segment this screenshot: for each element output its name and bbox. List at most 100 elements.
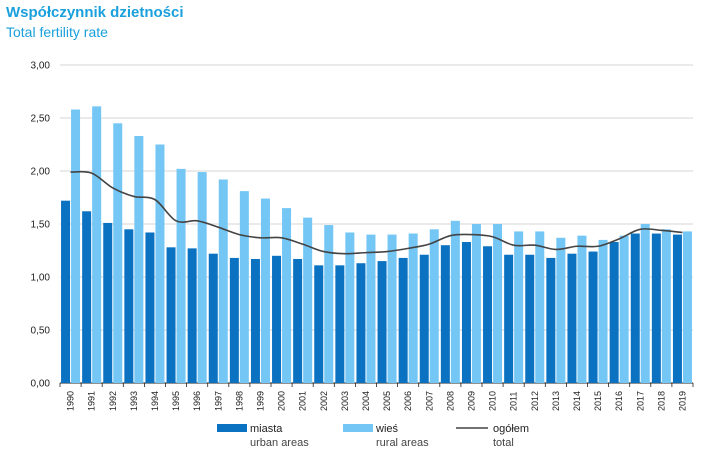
- x-tick-label: 2004: [361, 391, 371, 411]
- bar-urban: [483, 246, 493, 383]
- bar-rural: [682, 231, 692, 383]
- gridlines: [60, 64, 693, 384]
- bar-urban: [82, 211, 92, 383]
- bar-rural: [134, 136, 144, 383]
- x-tick-label: 1996: [192, 391, 202, 411]
- bar-rural: [429, 229, 439, 383]
- x-tick-label: 2003: [340, 391, 350, 411]
- y-tick-label: 1,00: [31, 273, 51, 284]
- legend: miasta urban areas wieś rural areas ogółem to…: [217, 423, 529, 449]
- bar-rural: [577, 235, 587, 383]
- x-tick-label: 1992: [108, 391, 118, 411]
- x-tick-label: 2012: [530, 391, 540, 411]
- bar-urban: [272, 255, 282, 383]
- y-tick-label: 1,50: [31, 220, 51, 231]
- x-tick-label: 2009: [466, 391, 476, 411]
- x-tick-label: 2019: [677, 391, 687, 411]
- bar-rural: [387, 234, 397, 383]
- bar-urban: [61, 200, 71, 383]
- bars: [61, 106, 692, 384]
- bar-urban: [335, 265, 345, 383]
- legend-sublabel: total: [493, 437, 514, 449]
- bar-rural: [471, 224, 481, 383]
- x-tick-label: 1990: [66, 391, 76, 411]
- chart-title: Współczynnik dzietności: [6, 4, 184, 21]
- bar-rural: [282, 208, 292, 383]
- bar-rural: [113, 123, 123, 384]
- x-tick-label: 2014: [572, 391, 582, 411]
- bar-rural: [260, 198, 270, 383]
- legend-sublabel: urban areas: [250, 437, 309, 449]
- bar-urban: [377, 261, 387, 383]
- x-tick-label: 1997: [213, 391, 223, 411]
- line-total: [70, 170, 683, 255]
- bar-rural: [71, 109, 81, 384]
- x-tick-label: 2005: [382, 391, 392, 411]
- bar-rural: [345, 232, 355, 383]
- x-tick-label: 2010: [488, 391, 498, 411]
- bar-rural: [514, 231, 524, 383]
- bar-rural: [640, 224, 650, 383]
- x-tick-label: 2001: [298, 391, 308, 411]
- bar-rural: [239, 191, 249, 383]
- x-tick-label: 2008: [445, 391, 455, 411]
- y-tick-label: 0,00: [31, 379, 51, 390]
- y-axis-ticks: 0,00 0,50 1,00 1,50 2,00 2,50 3,00: [31, 61, 51, 390]
- chart-subtitle: Total fertility rate: [6, 24, 108, 40]
- x-tick-label: 1995: [171, 391, 181, 411]
- legend-swatch: [217, 424, 247, 432]
- bar-urban: [440, 245, 450, 383]
- bar-urban: [651, 233, 661, 383]
- x-tick-label: 1998: [234, 391, 244, 411]
- y-tick-label: 2,50: [31, 114, 51, 125]
- x-tick-label: 2018: [656, 391, 666, 411]
- bar-urban: [314, 265, 324, 383]
- bar-rural: [324, 225, 334, 383]
- bar-urban: [525, 254, 535, 383]
- x-tick-label: 1991: [87, 391, 97, 411]
- bar-urban: [187, 248, 197, 383]
- bar-rural: [535, 231, 545, 383]
- x-tick-label: 2002: [319, 391, 329, 411]
- bar-rural: [556, 237, 566, 383]
- bar-rural: [408, 233, 418, 383]
- x-tick-label: 2000: [277, 391, 287, 411]
- bar-rural: [450, 220, 460, 383]
- bar-urban: [672, 234, 682, 383]
- bar-rural: [493, 224, 503, 383]
- x-tick-label: 1999: [255, 391, 265, 411]
- y-tick-label: 3,00: [31, 61, 51, 72]
- bar-rural: [661, 229, 671, 383]
- bar-rural: [218, 179, 228, 383]
- x-tick-label: 2013: [551, 391, 561, 411]
- bar-rural: [197, 172, 207, 383]
- x-tick-label: 2015: [593, 391, 603, 411]
- bar-urban: [103, 222, 113, 383]
- bar-urban: [293, 258, 303, 383]
- x-tick-label: 2006: [403, 391, 413, 411]
- bar-rural: [366, 234, 376, 383]
- legend-label: wieś: [375, 423, 399, 435]
- bar-urban: [145, 232, 155, 383]
- bar-rural: [92, 106, 102, 383]
- legend-label: ogółem: [493, 423, 529, 435]
- x-tick-label: 1994: [150, 391, 160, 411]
- bar-urban: [229, 257, 239, 383]
- y-tick-label: 0,50: [31, 326, 51, 337]
- x-tick-label: 2011: [509, 392, 519, 411]
- x-tick-label: 1993: [129, 391, 139, 411]
- bar-rural: [303, 217, 313, 383]
- bar-rural: [619, 235, 629, 383]
- bar-urban: [356, 263, 366, 383]
- x-tick-label: 2016: [614, 391, 624, 411]
- x-tick-label: 2007: [424, 391, 434, 411]
- x-axis: 1990 1991 1992 1993 1994 1995 1996 1997 1998 1999…: [59, 383, 694, 411]
- bar-urban: [546, 257, 556, 383]
- bar-urban: [250, 258, 260, 383]
- legend-swatch: [343, 424, 373, 432]
- legend-label: miasta: [250, 423, 283, 435]
- bar-urban: [124, 229, 134, 383]
- y-tick-label: 2,00: [31, 167, 51, 178]
- bar-urban: [504, 254, 514, 383]
